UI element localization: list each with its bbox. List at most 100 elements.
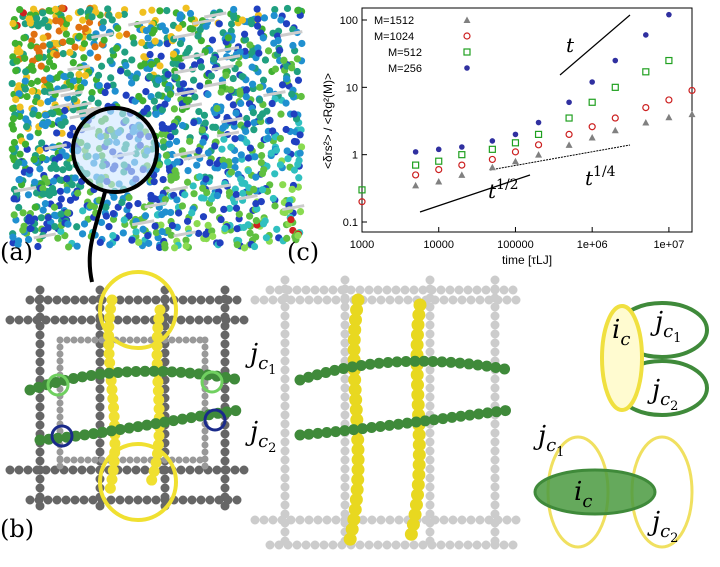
bead — [207, 72, 216, 80]
panel-label: (c) — [287, 238, 319, 266]
panel-label: (b) — [0, 515, 34, 543]
bead — [257, 198, 265, 206]
bead — [35, 48, 43, 56]
bead — [221, 224, 229, 233]
bead — [231, 185, 239, 193]
bead — [109, 209, 117, 218]
marker — [463, 32, 471, 40]
bead — [10, 211, 18, 219]
bead — [25, 213, 33, 222]
bead — [199, 138, 207, 146]
bead — [78, 230, 87, 238]
bead — [128, 236, 136, 244]
bead — [39, 206, 47, 214]
bead — [238, 72, 246, 81]
bead — [225, 188, 234, 197]
bead — [258, 170, 267, 178]
bead — [261, 56, 270, 64]
bead — [186, 9, 195, 18]
annotation: t1/2 — [488, 177, 519, 203]
bead — [183, 217, 192, 225]
bead — [120, 10, 128, 18]
bead — [105, 11, 113, 19]
y-tick-label: 10 — [346, 82, 358, 94]
bead — [193, 161, 201, 169]
bead — [210, 55, 218, 63]
bead — [250, 119, 258, 127]
label-main: j — [650, 307, 663, 337]
bead — [106, 57, 114, 65]
annotation-base: t — [585, 166, 594, 190]
rod — [235, 194, 258, 201]
bead — [240, 30, 249, 38]
bead — [63, 175, 71, 183]
bead — [71, 174, 79, 182]
bead — [269, 127, 277, 135]
bead — [190, 61, 199, 69]
marker — [459, 144, 465, 150]
label-subsub: 2 — [268, 441, 276, 456]
bead — [229, 101, 237, 109]
bead — [182, 236, 190, 244]
bead — [235, 210, 243, 218]
bead — [213, 104, 221, 113]
bead — [50, 211, 59, 219]
bead — [30, 155, 38, 164]
bead — [251, 153, 259, 161]
rod — [216, 130, 240, 138]
bead — [31, 178, 39, 186]
panel-label: (a) — [0, 238, 33, 266]
bead — [101, 88, 109, 97]
bead — [139, 225, 147, 233]
bead — [49, 110, 57, 118]
bead — [260, 14, 269, 22]
bead — [23, 92, 31, 101]
marker — [535, 151, 543, 158]
y-tick-label: 100 — [340, 15, 358, 27]
node-label: ic — [574, 477, 592, 512]
bead — [272, 146, 281, 154]
bead — [197, 194, 206, 202]
bead — [182, 242, 190, 250]
bead — [21, 77, 29, 85]
bead — [294, 160, 302, 168]
bead — [66, 48, 74, 57]
bead — [9, 233, 17, 241]
marker — [358, 186, 366, 194]
bead — [195, 147, 203, 155]
marker — [511, 157, 519, 165]
label-main: j — [245, 339, 258, 369]
bead — [86, 6, 94, 14]
bead — [152, 228, 160, 237]
bead — [39, 9, 47, 17]
bead — [59, 166, 67, 174]
bead — [196, 82, 204, 90]
bead — [213, 192, 221, 200]
bead — [181, 191, 189, 199]
node-label: jc2 — [647, 507, 678, 546]
marker — [611, 126, 619, 134]
bead — [204, 90, 212, 99]
bead — [109, 81, 117, 89]
marker — [665, 96, 673, 104]
marker — [665, 113, 673, 121]
bead — [138, 39, 146, 47]
bead — [166, 133, 175, 141]
bead — [271, 170, 279, 178]
bead — [111, 87, 119, 95]
bead — [225, 204, 234, 213]
bead — [69, 77, 77, 85]
bead — [50, 203, 59, 211]
bead — [219, 124, 227, 132]
bead — [189, 182, 197, 190]
bead — [254, 15, 262, 23]
x-tick-label: 1000 — [350, 239, 374, 251]
bead — [196, 25, 204, 34]
bead — [14, 237, 23, 245]
bead — [191, 93, 199, 101]
marker — [642, 68, 650, 76]
marker — [566, 99, 572, 106]
bead — [16, 150, 24, 158]
bead — [229, 74, 237, 83]
rod — [128, 19, 151, 27]
